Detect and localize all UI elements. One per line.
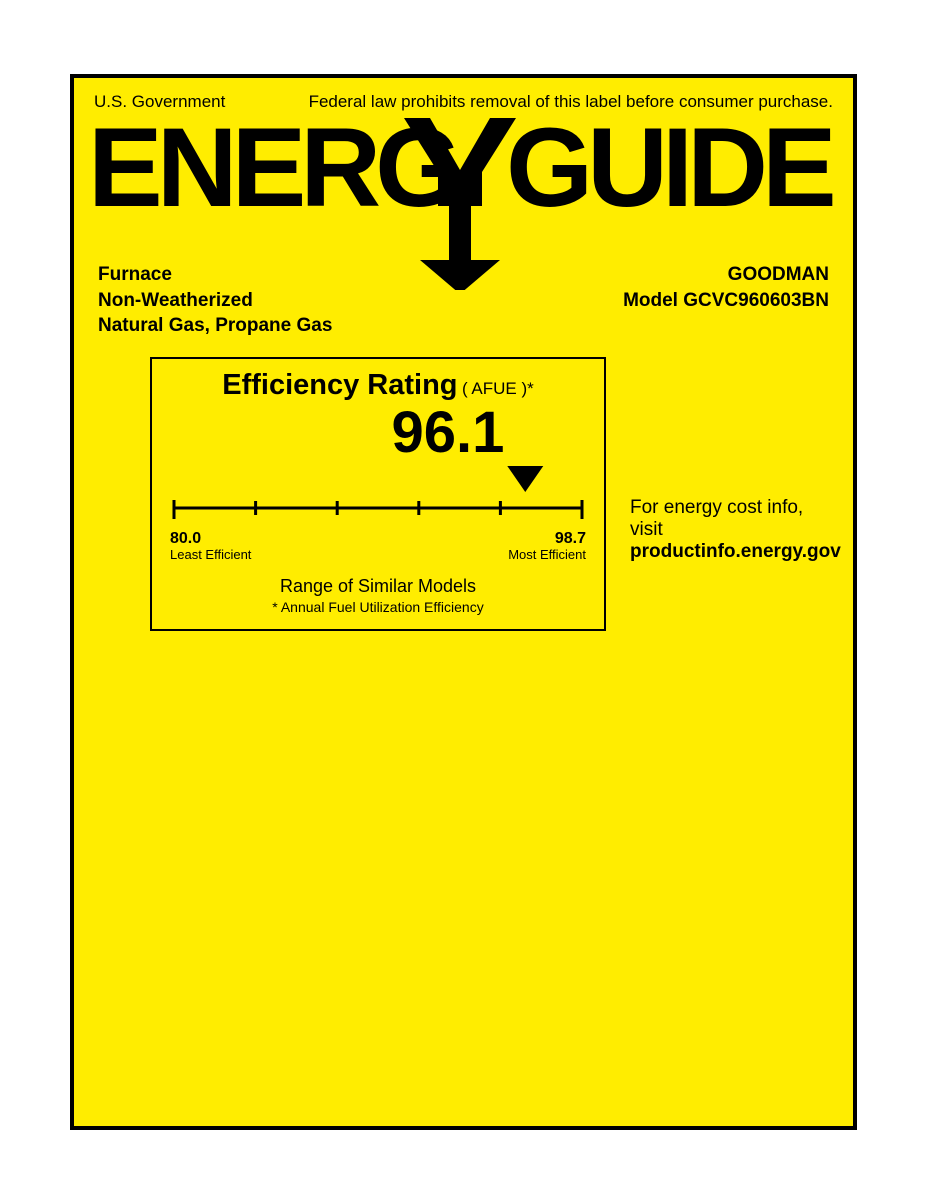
rating-title-unit: ( AFUE )* [462, 379, 534, 398]
energy-guide-label: U.S. Government Federal law prohibits re… [70, 74, 857, 1130]
law-text: Federal law prohibits removal of this la… [309, 92, 833, 112]
rating-title: Efficiency Rating ( AFUE )* [168, 369, 588, 402]
scale-value-labels: 80.0 98.7 [168, 530, 588, 548]
scale-min-label: Least Efficient [170, 547, 251, 562]
scale-max-label: Most Efficient [508, 547, 586, 562]
logo: ENERG GUIDE [94, 110, 833, 290]
efficiency-rating-box: Efficiency Rating ( AFUE )* 96.1 80.0 98… [150, 357, 606, 631]
svg-text:GUIDE: GUIDE [506, 110, 833, 230]
scale-text-labels: Least Efficient Most Efficient [168, 547, 588, 562]
cost-info: For energy cost info, visit productinfo.… [630, 497, 841, 631]
efficiency-scale [168, 500, 588, 528]
cost-line1: For energy cost info, visit [630, 497, 841, 541]
scale-max-value: 98.7 [555, 530, 586, 548]
range-note: * Annual Fuel Utilization Efficiency [168, 599, 588, 615]
energyguide-logo: ENERG GUIDE [88, 110, 858, 290]
rating-value: 96.1 [308, 404, 588, 462]
product-weatherized: Non-Weatherized [98, 288, 332, 314]
rating-title-main: Efficiency Rating [222, 369, 457, 401]
content-row: Efficiency Rating ( AFUE )* 96.1 80.0 98… [94, 357, 833, 631]
range-caption: Range of Similar Models [168, 576, 588, 597]
cost-line2: productinfo.energy.gov [630, 541, 841, 563]
svg-text:ENERG: ENERG [88, 110, 456, 230]
gov-text: U.S. Government [94, 92, 225, 112]
header-row: U.S. Government Federal law prohibits re… [94, 92, 833, 112]
product-model: Model GCVC960603BN [623, 288, 829, 314]
scale-min-value: 80.0 [170, 530, 201, 548]
value-arrow [168, 462, 588, 496]
product-fuel: Natural Gas, Propane Gas [98, 313, 332, 339]
